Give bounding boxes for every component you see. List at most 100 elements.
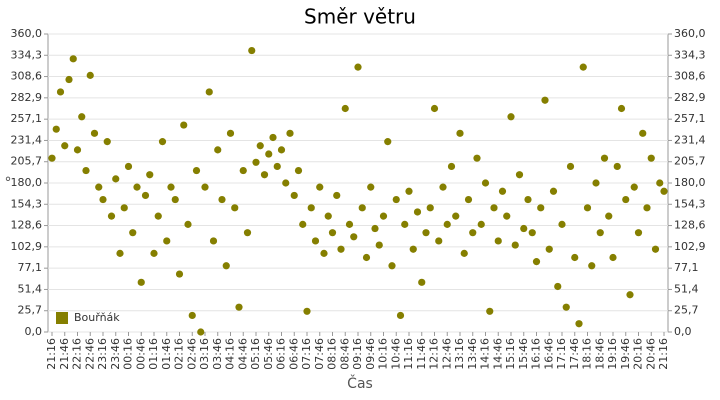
y2-tick-label: 51,4 [674, 282, 699, 295]
point [286, 129, 294, 137]
point [588, 262, 596, 270]
point [413, 208, 422, 216]
x-tick-label: 17:16 [555, 338, 568, 370]
point [103, 138, 111, 146]
point [532, 258, 541, 266]
point [401, 220, 409, 228]
point [137, 278, 145, 286]
x-tick-label: 13:16 [453, 338, 466, 370]
point [192, 166, 201, 175]
x-tick-label: 04:46 [236, 338, 249, 370]
point [231, 204, 239, 212]
point [354, 63, 362, 71]
point [634, 229, 643, 237]
point [507, 113, 515, 121]
point [239, 166, 247, 175]
y2-tick-label: 257,1 [674, 112, 706, 125]
x-tick-label: 22:16 [71, 338, 84, 370]
x-tick-label: 21:16 [45, 338, 58, 370]
point [209, 237, 218, 245]
x-tick-label: 10:46 [389, 338, 402, 370]
x-tick-label: 12:16 [428, 338, 441, 370]
point [384, 138, 392, 146]
x-tick-label: 09:46 [364, 338, 377, 370]
point [345, 220, 354, 228]
y-tick-label: 334,3 [11, 48, 43, 61]
point [158, 138, 167, 146]
x-tick-label: 16:46 [542, 338, 555, 370]
x-tick-label: 23:46 [109, 338, 122, 370]
y2-tick-label: 360,0 [674, 27, 706, 40]
point [592, 179, 600, 187]
point [609, 253, 617, 262]
point [277, 146, 286, 154]
point [116, 249, 124, 257]
point [48, 154, 56, 162]
point [439, 183, 447, 191]
point [494, 237, 502, 245]
x-tick-label: 07:16 [300, 338, 313, 370]
x-tick-label: 00:16 [122, 338, 135, 370]
point [328, 229, 337, 237]
point [86, 71, 94, 79]
point [78, 113, 86, 121]
point [583, 204, 592, 212]
point [362, 253, 371, 262]
point [647, 154, 655, 162]
point [418, 278, 426, 286]
point [579, 63, 587, 71]
point [124, 162, 133, 171]
x-tick-label: 15:16 [504, 338, 517, 370]
point [95, 183, 103, 191]
x-tick-label: 23:16 [96, 338, 109, 370]
point [226, 129, 235, 137]
x-tick-label: 01:16 [147, 338, 160, 370]
point [651, 245, 660, 253]
x-tick-label: 09:16 [351, 338, 364, 370]
point [61, 142, 69, 150]
point [613, 162, 621, 171]
point [430, 104, 439, 113]
x-tick-label: 02:46 [185, 338, 198, 370]
x-tick-label: 00:46 [134, 338, 147, 370]
point [596, 229, 604, 237]
x-tick-label: 18:16 [581, 338, 594, 370]
point [379, 212, 388, 220]
x-tick-label: 11:46 [415, 338, 428, 370]
point [167, 183, 175, 191]
y2-tick-label: 102,9 [674, 240, 706, 253]
point [90, 129, 99, 137]
point [566, 162, 575, 171]
point [447, 162, 456, 171]
point [375, 241, 383, 249]
point [626, 291, 634, 299]
x-tick-label: 08:16 [326, 338, 339, 370]
point [350, 233, 358, 241]
y2-tick-label: 128,6 [674, 219, 706, 232]
point [252, 158, 260, 166]
x-tick-label: 05:16 [249, 338, 262, 370]
point [307, 204, 315, 212]
point [358, 204, 366, 212]
x-tick-label: 08:46 [338, 338, 351, 370]
point [435, 237, 443, 245]
point [571, 253, 579, 262]
point [498, 187, 507, 195]
point [575, 320, 583, 328]
y-tick-label: 282,9 [11, 91, 43, 104]
x-tick-label: 01:46 [160, 338, 173, 370]
point [154, 212, 162, 220]
point [490, 204, 498, 212]
point [643, 204, 651, 212]
point [515, 171, 524, 179]
point [605, 212, 613, 220]
point [99, 195, 107, 204]
point [341, 104, 349, 113]
y2-tick-label: 180,0 [674, 176, 706, 189]
point [656, 179, 664, 187]
point [562, 303, 570, 311]
y2-tick-label: 25,7 [674, 304, 699, 317]
point [133, 183, 141, 191]
point [460, 249, 468, 257]
point [443, 220, 451, 228]
